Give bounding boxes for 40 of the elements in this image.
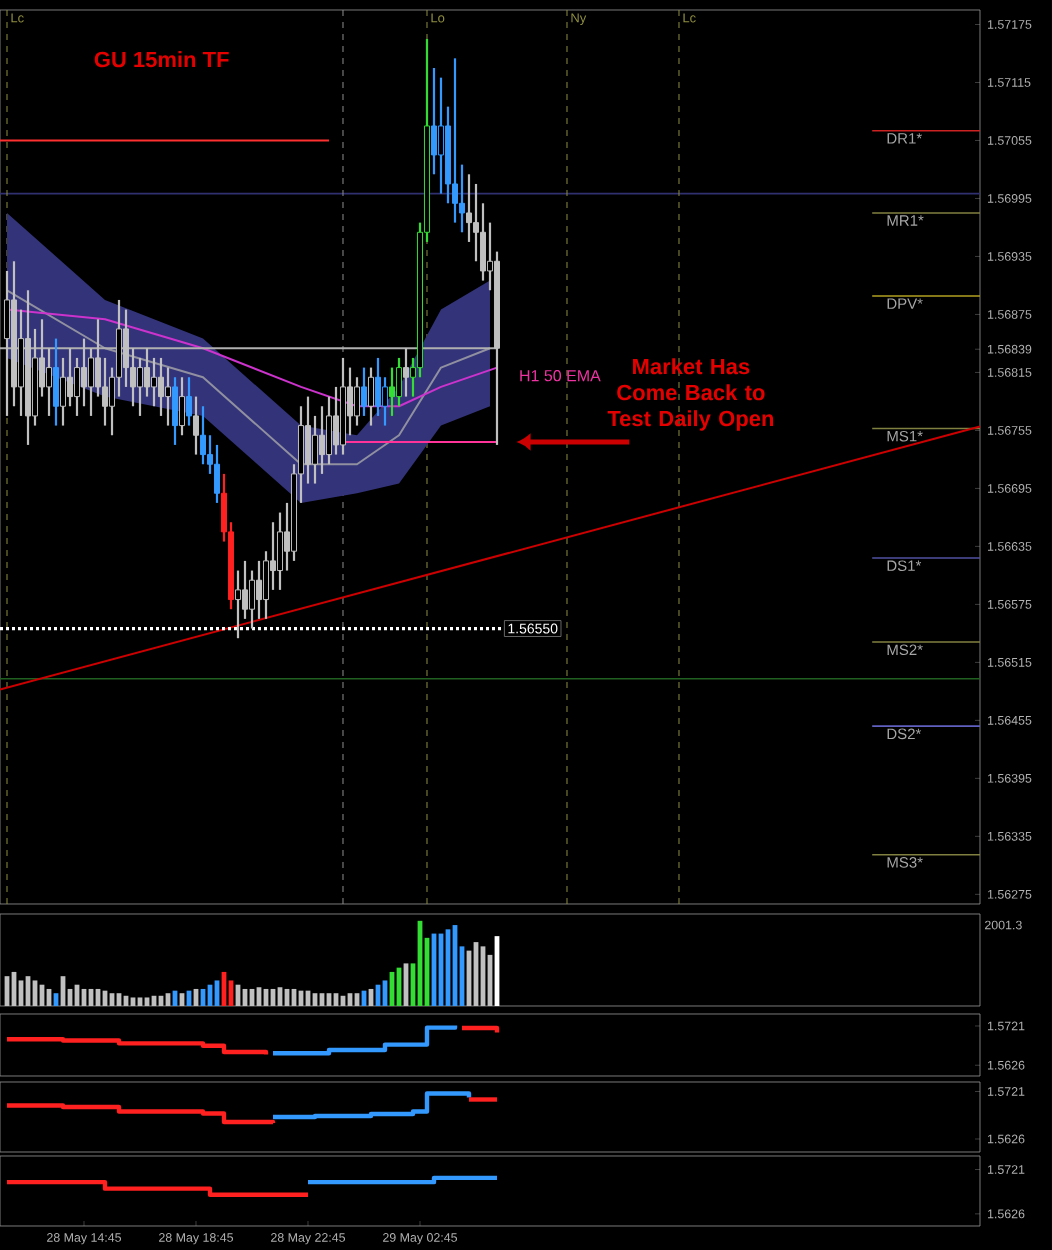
candlestick xyxy=(367,366,375,427)
candlestick xyxy=(381,376,389,427)
candlestick xyxy=(255,559,263,620)
candlestick xyxy=(199,405,207,466)
candlestick xyxy=(353,376,361,427)
candlestick xyxy=(318,405,326,476)
candlestick xyxy=(248,569,256,630)
candlestick xyxy=(150,356,158,408)
candlestick xyxy=(143,347,151,398)
candlestick xyxy=(185,376,193,427)
candlestick xyxy=(52,337,60,427)
annotation: Market Has Come Back to Test Daily Open xyxy=(607,358,774,431)
candlestick xyxy=(451,57,459,224)
candlestick xyxy=(332,385,340,456)
candlestick xyxy=(374,356,382,418)
candlestick xyxy=(430,66,438,176)
candlestick xyxy=(87,347,95,418)
candlestick xyxy=(213,443,221,504)
annotation: H1 50 EMA xyxy=(520,370,601,382)
candlestick xyxy=(192,395,200,456)
candlestick xyxy=(66,347,74,408)
candlestick xyxy=(171,376,179,447)
candlestick xyxy=(437,76,445,195)
candlestick xyxy=(360,366,368,418)
text: GU 15min TF xyxy=(94,51,229,68)
candlestick xyxy=(304,395,312,485)
candlestick xyxy=(325,395,333,466)
candlestick xyxy=(234,569,242,640)
candlestick xyxy=(45,347,53,418)
candlestick xyxy=(136,356,144,418)
candlestick xyxy=(178,376,186,437)
candlestick xyxy=(276,511,284,591)
candlestick xyxy=(311,414,319,485)
candlestick xyxy=(59,356,67,427)
candlestick xyxy=(402,347,410,398)
candlestick xyxy=(395,356,403,408)
candlestick xyxy=(80,337,88,408)
candlestick xyxy=(388,366,396,418)
candlestick xyxy=(157,356,165,418)
candlestick xyxy=(164,366,172,427)
